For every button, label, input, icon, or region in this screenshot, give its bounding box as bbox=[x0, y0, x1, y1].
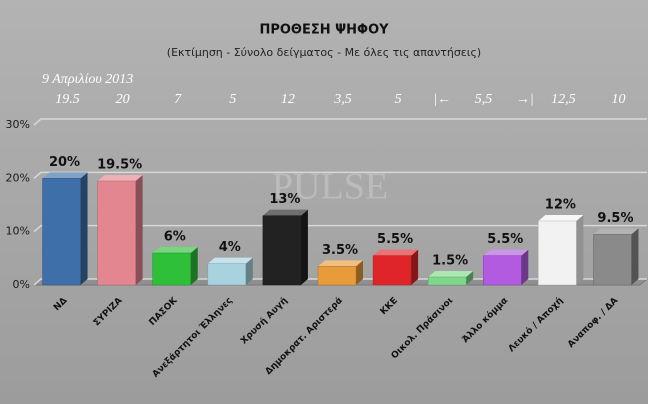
value-label: 12% bbox=[545, 198, 576, 213]
bar bbox=[262, 215, 302, 286]
previous-value: 5 bbox=[395, 92, 402, 107]
y-tick-label: 0% bbox=[13, 278, 30, 291]
value-label: 13% bbox=[269, 192, 300, 207]
bar bbox=[538, 220, 577, 286]
y-tick-label: 20% bbox=[6, 171, 30, 184]
bar-side bbox=[631, 228, 639, 285]
bar bbox=[593, 234, 632, 286]
bar-top bbox=[152, 247, 198, 253]
bar bbox=[427, 276, 467, 286]
bar-side bbox=[135, 175, 143, 285]
previous-date: 9 Απριλίου 2013 bbox=[42, 72, 133, 87]
bar-top bbox=[207, 257, 253, 264]
bar-top bbox=[593, 228, 639, 235]
bar-side bbox=[466, 271, 474, 285]
grid-line bbox=[33, 118, 647, 126]
value-label: 6% bbox=[164, 230, 186, 245]
bar-top bbox=[483, 249, 529, 256]
bar-top bbox=[97, 175, 143, 181]
value-label: 3.5% bbox=[322, 243, 358, 258]
bar bbox=[97, 180, 136, 286]
bar bbox=[317, 266, 357, 286]
previous-value: 7 bbox=[174, 92, 182, 107]
bar-side bbox=[521, 249, 529, 285]
value-label: 1.5% bbox=[432, 254, 468, 269]
bar bbox=[207, 263, 247, 286]
bar-top bbox=[318, 260, 363, 267]
previous-value: 20 bbox=[116, 92, 130, 107]
previous-value: 3,5 bbox=[333, 92, 352, 107]
bar-side bbox=[576, 215, 584, 285]
bar-side bbox=[190, 247, 198, 285]
previous-value: 12,5 bbox=[551, 92, 576, 107]
grid-line bbox=[33, 171, 647, 179]
value-label: 20% bbox=[49, 155, 80, 170]
bar bbox=[483, 255, 522, 286]
grid-line bbox=[33, 224, 647, 233]
bar-side bbox=[356, 260, 363, 285]
value-label: 5.5% bbox=[377, 232, 413, 247]
bar bbox=[372, 255, 412, 286]
bar-top bbox=[538, 215, 584, 221]
y-tick-label: 10% bbox=[6, 225, 30, 238]
bar-side bbox=[300, 209, 308, 285]
previous-value: 5 bbox=[229, 92, 236, 107]
previous-value: 19.5 bbox=[55, 92, 80, 107]
value-label: 19.5% bbox=[97, 158, 142, 173]
bar-top bbox=[262, 209, 308, 216]
bar-side bbox=[80, 172, 88, 285]
value-label: 9.5% bbox=[597, 211, 633, 226]
value-label: 5.5% bbox=[487, 232, 523, 247]
y-tick-label: 30% bbox=[6, 118, 30, 131]
bar-top bbox=[42, 172, 88, 179]
value-label: 4% bbox=[219, 240, 241, 255]
chart-title: ΠΡΟΘΕΣΗ ΨΗΦΟΥ bbox=[259, 23, 389, 38]
bar bbox=[42, 178, 81, 286]
previous-value: |← bbox=[433, 92, 451, 107]
chart-subtitle: (Εκτίμηση - Σύνολο δείγματος - Με όλες τ… bbox=[167, 46, 481, 59]
previous-value: →| bbox=[516, 92, 534, 107]
previous-value: 10 bbox=[611, 92, 625, 107]
previous-value: 5,5 bbox=[475, 92, 493, 107]
bar-side bbox=[411, 249, 419, 285]
bar-top bbox=[428, 271, 474, 277]
bar-side bbox=[245, 257, 253, 285]
bar-top bbox=[373, 249, 419, 256]
previous-value: 12 bbox=[281, 92, 295, 107]
bar bbox=[152, 252, 191, 286]
